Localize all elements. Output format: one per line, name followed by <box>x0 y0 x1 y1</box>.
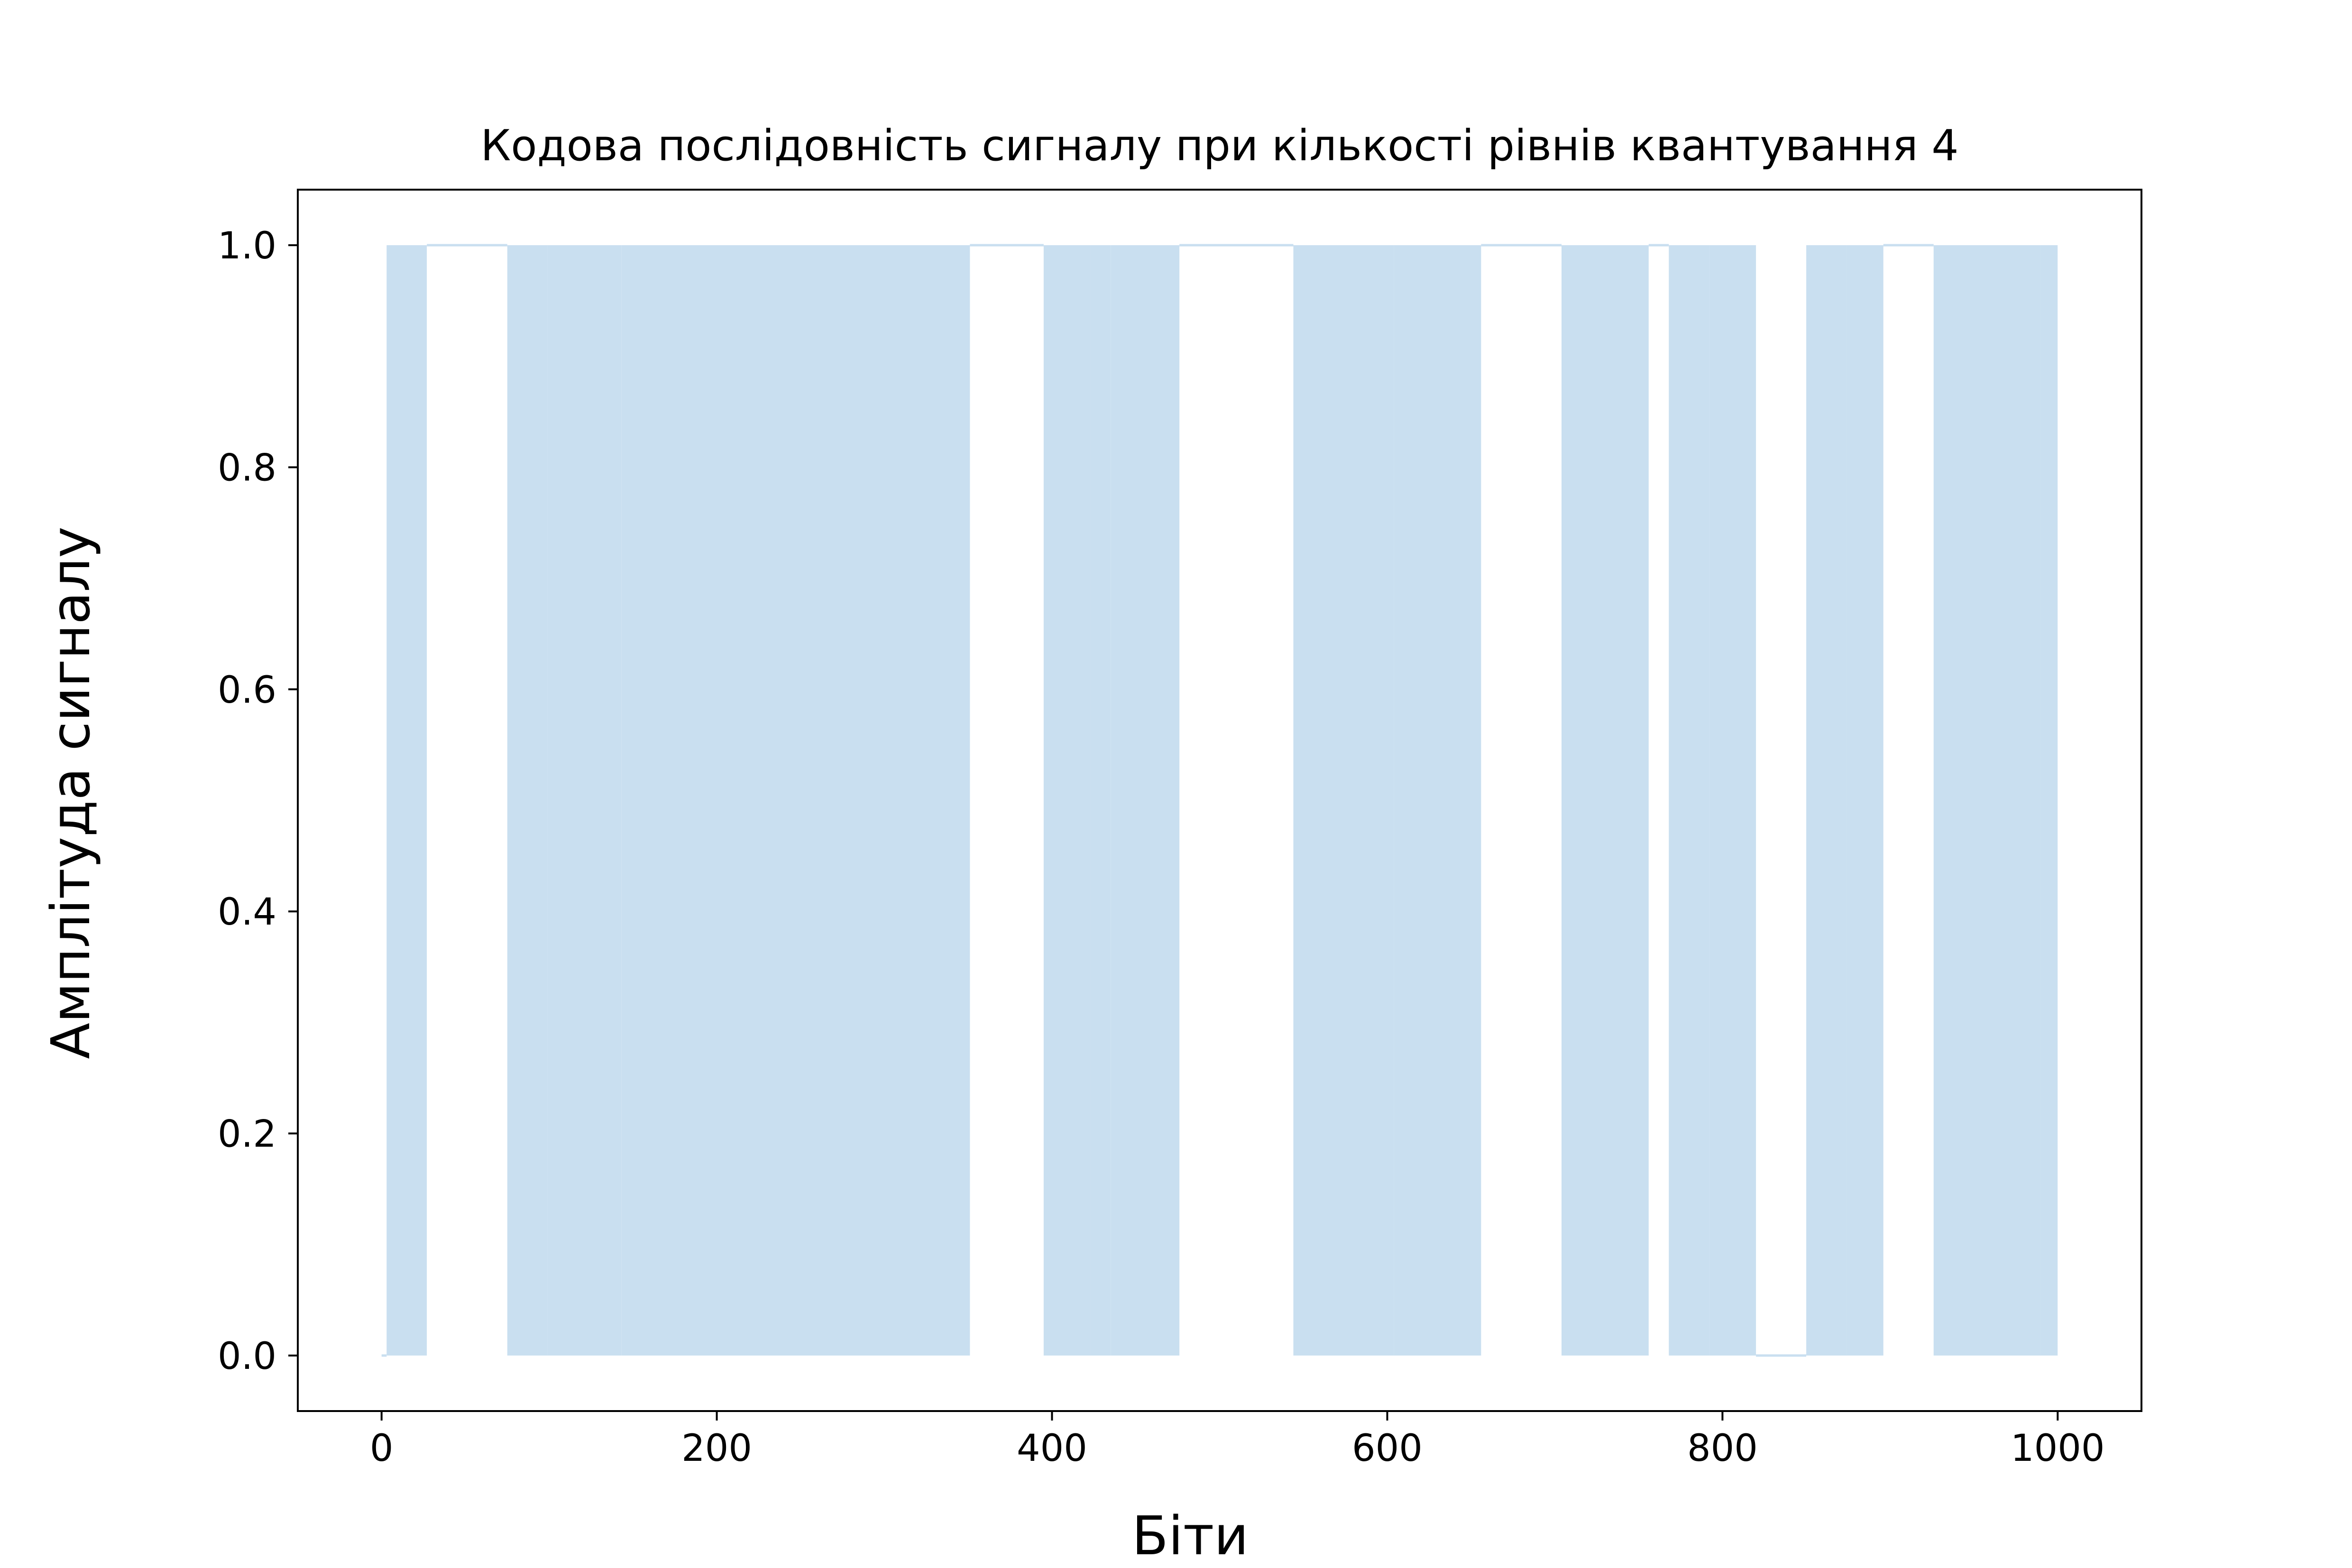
signal-bit-block <box>2040 245 2058 1356</box>
signal-bit-block <box>547 245 622 1356</box>
signal-bit-block <box>386 245 427 1356</box>
y-tick-label: 0.6 <box>218 669 276 712</box>
y-tick-label: 0.2 <box>218 1113 276 1156</box>
x-tick-label: 400 <box>1017 1427 1087 1470</box>
signal-bit-block <box>1709 245 1756 1356</box>
signal-bit-block <box>1669 245 1709 1356</box>
signal-bit-block <box>621 245 970 1356</box>
x-tick-label: 600 <box>1352 1427 1423 1470</box>
step-line-layer <box>381 244 1934 1357</box>
signal-bit-block <box>1394 245 1481 1356</box>
signal-bit-block <box>1293 245 1341 1356</box>
fill-layer <box>386 245 2058 1356</box>
signal-bit-block <box>507 245 548 1356</box>
x-tick-label: 1000 <box>2011 1427 2105 1470</box>
signal-bit-block <box>1340 245 1394 1356</box>
x-axis: 0 200 400 600 800 1000 <box>370 1411 2105 1470</box>
signal-bit-block <box>1043 245 1091 1356</box>
signal-bit-block <box>1090 245 1111 1356</box>
signal-bit-block <box>1111 245 1180 1356</box>
signal-bit-block <box>1933 245 2041 1356</box>
x-tick-label: 0 <box>370 1427 394 1470</box>
signal-bit-block <box>1562 245 1649 1356</box>
y-tick-label: 0.8 <box>218 447 276 490</box>
y-axis-label: Амплітуда сигналу <box>40 526 102 1059</box>
y-tick-label: 1.0 <box>218 225 276 267</box>
x-tick-label: 800 <box>1687 1427 1758 1470</box>
x-axis-label: Біти <box>1132 1505 1249 1567</box>
y-tick-label: 0.4 <box>218 891 276 934</box>
plot-frame <box>297 189 2142 1412</box>
y-tick-label: 0.0 <box>218 1335 276 1378</box>
chart-title: Кодова послідовність сигналу при кількос… <box>481 121 1959 171</box>
signal-bit-block <box>1846 245 1883 1356</box>
signal-bit-block <box>1806 245 1847 1356</box>
y-axis: 0.0 0.2 0.4 0.6 0.8 1.0 <box>218 225 298 1378</box>
x-tick-label: 200 <box>681 1427 752 1470</box>
